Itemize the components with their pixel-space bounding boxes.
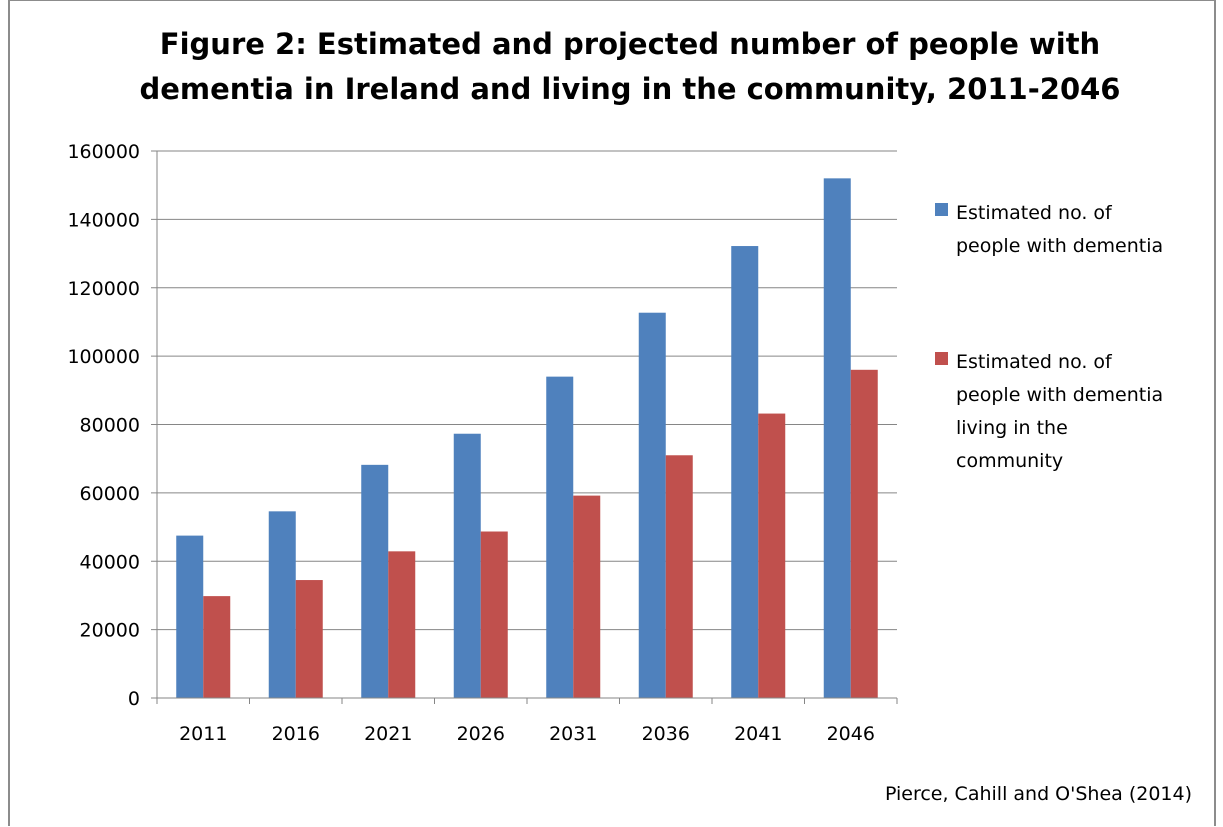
bar-series-2-2031 [573, 495, 601, 698]
legend-swatch-series-2 [935, 352, 948, 365]
x-tick-label: 2041 [734, 723, 782, 745]
legend-label-series-1: people with dementia [956, 235, 1163, 257]
legend-label-series-2: living in the [956, 417, 1068, 439]
legend-label-series-2: community [956, 450, 1063, 472]
axes [151, 151, 898, 704]
y-tick-label: 20000 [80, 620, 140, 642]
chart-title-line-1: Figure 2: Estimated and projected number… [160, 27, 1100, 61]
x-tick-label: 2011 [179, 723, 227, 745]
bar-series-2-2011 [203, 596, 231, 698]
legend-label-series-1: Estimated no. of [956, 202, 1113, 224]
y-tick-label: 40000 [80, 551, 140, 573]
x-tick-label: 2016 [272, 723, 320, 745]
bar-series-2-2026 [480, 531, 508, 698]
bars [176, 178, 878, 699]
y-tick-label: 60000 [80, 483, 140, 505]
y-tick-label: 120000 [67, 278, 140, 300]
bar-series-1-2016 [268, 511, 296, 698]
y-tick-label: 100000 [67, 346, 140, 368]
chart-title-line-2: dementia in Ireland and living in the co… [139, 72, 1120, 106]
bar-series-1-2011 [176, 535, 204, 698]
bar-series-2-2021 [388, 551, 416, 698]
legend-label-series-2: people with dementia [956, 384, 1163, 406]
legend-label-series-2: Estimated no. of [956, 351, 1113, 373]
legend: Estimated no. of people with dementia Esti… [935, 202, 1163, 472]
bar-series-2-2036 [665, 455, 693, 698]
bar-series-1-2031 [546, 376, 574, 698]
chart-frame: Figure 2: Estimated and projected number… [8, 0, 1216, 826]
legend-swatch-series-1 [935, 203, 948, 216]
x-tick-label: 2036 [642, 723, 690, 745]
source-citation: Pierce, Cahill and O'Shea (2014) [885, 783, 1192, 805]
y-tick-label: 140000 [67, 209, 140, 231]
bar-series-2-2041 [758, 413, 786, 698]
chart-title: Figure 2: Estimated and projected number… [139, 27, 1120, 106]
bar-series-2-2016 [295, 580, 323, 698]
y-tick-label: 160000 [67, 141, 140, 163]
y-axis-tick-labels: 0 20000 40000 60000 80000 100000 120000 140000 1… [67, 141, 140, 710]
bar-series-1-2036 [638, 312, 666, 698]
x-tick-label: 2026 [457, 723, 505, 745]
bar-series-1-2041 [731, 246, 759, 698]
x-tick-label: 2046 [827, 723, 875, 745]
bar-series-1-2021 [361, 464, 389, 698]
x-axis-tick-labels: 2011 2016 2021 2026 2031 2036 2041 2046 [179, 723, 875, 745]
y-tick-label: 80000 [80, 415, 140, 437]
x-tick-label: 2031 [549, 723, 597, 745]
bar-chart: Figure 2: Estimated and projected number… [67, 27, 1192, 805]
bar-series-1-2046 [823, 178, 851, 699]
bar-series-1-2026 [453, 433, 481, 698]
x-tick-label: 2021 [364, 723, 412, 745]
y-tick-label: 0 [128, 688, 140, 710]
bar-series-2-2046 [850, 369, 878, 698]
